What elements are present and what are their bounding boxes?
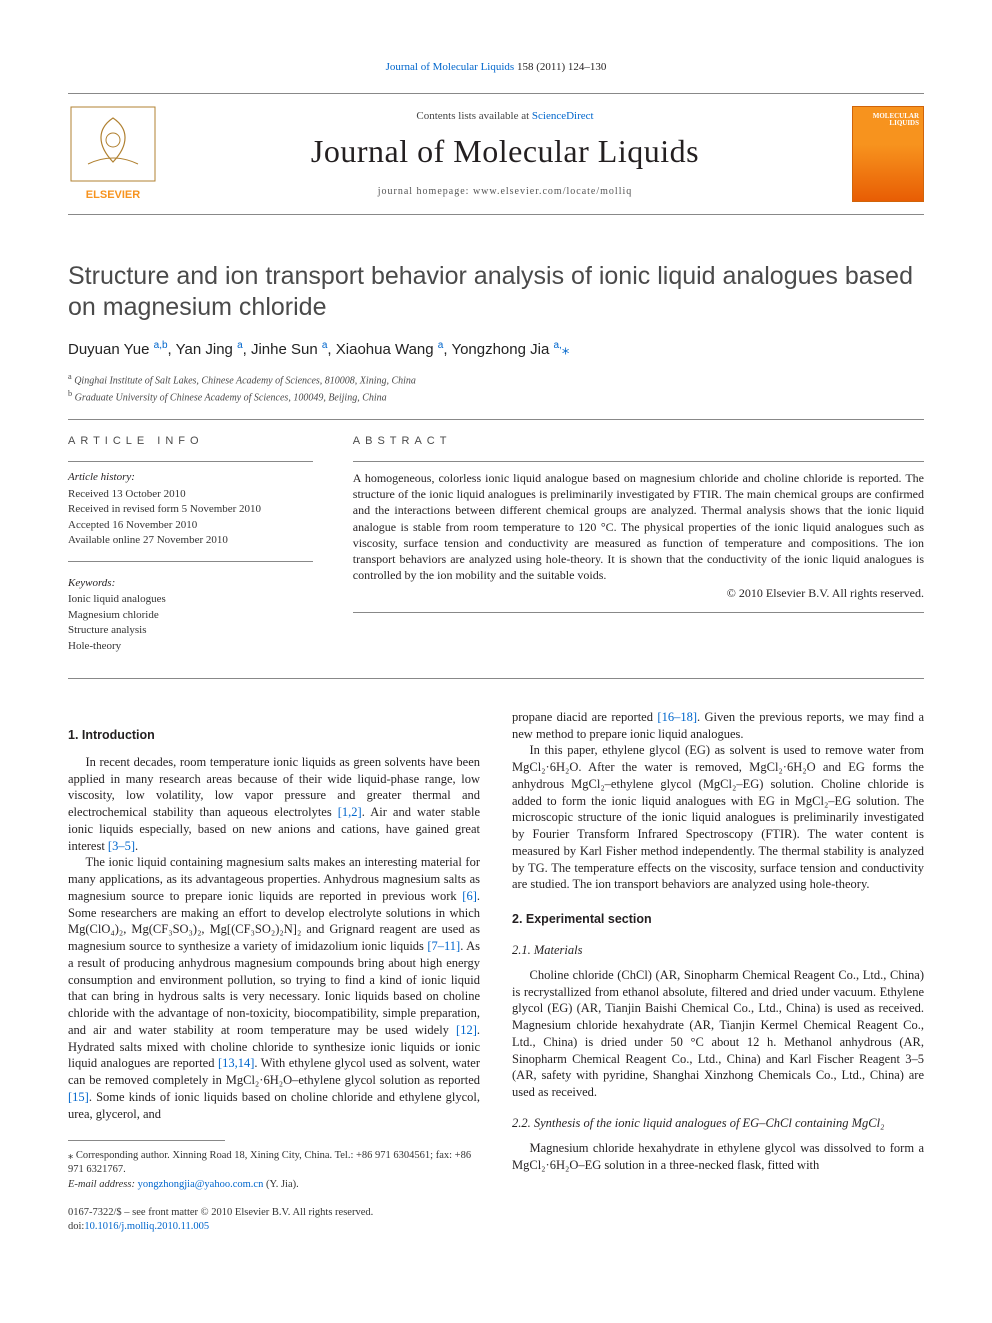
paragraph: In this paper, ethylene glycol (EG) as s… [512,742,924,893]
corresponding-author-link[interactable]: ⁎ [562,341,570,358]
history-item: Accepted 16 November 2010 [68,518,313,533]
affiliations: a Qinghai Institute of Salt Lakes, Chine… [68,371,924,406]
history-item: Available online 27 November 2010 [68,533,313,548]
sciencedirect-link[interactable]: ScienceDirect [532,110,594,122]
subsection-heading-synthesis: 2.2. Synthesis of the ionic liquid analo… [512,1115,924,1132]
ref-link[interactable]: [1,2] [338,805,362,819]
section-heading-intro: 1. Introduction [68,727,480,744]
top-citation: Journal of Molecular Liquids 158 (2011) … [68,60,924,75]
paragraph: Choline chloride (ChCl) (AR, Sinopharm C… [512,967,924,1101]
paragraph: The ionic liquid containing magnesium sa… [68,854,480,1122]
front-matter: 0167-7322/$ – see front matter © 2010 El… [68,1206,480,1220]
elsevier-logo: ELSEVIER [68,104,158,204]
author: Duyuan Yue a,b [68,341,168,358]
top-journal-link[interactable]: Journal of Molecular Liquids [386,61,515,73]
divider [68,461,313,462]
email-link[interactable]: yongzhongjia@yahoo.com.cn [138,1179,264,1190]
paragraph: Magnesium chloride hexahydrate in ethyle… [512,1140,924,1174]
history-item: Received 13 October 2010 [68,487,313,502]
contents-line: Contents lists available at ScienceDirec… [176,109,834,124]
masthead: ELSEVIER Contents lists available at Sci… [68,93,924,215]
divider [68,419,924,420]
ref-link[interactable]: [12] [456,1023,477,1037]
ref-link[interactable]: [16–18] [657,710,697,724]
body-columns: 1. Introduction In recent decades, room … [68,709,924,1234]
subsection-heading-materials: 2.1. Materials [512,942,924,959]
keyword: Ionic liquid analogues [68,592,313,607]
keyword: Structure analysis [68,623,313,638]
author: Yongzhong Jia a,⁎ [451,341,569,358]
ref-link[interactable]: [15] [68,1090,89,1104]
author: Xiaohua Wang a [336,341,444,358]
keyword: Magnesium chloride [68,608,313,623]
article-info-heading: ARTICLE INFO [68,434,313,449]
ref-link[interactable]: [3–5] [108,839,135,853]
ref-link[interactable]: [13,14] [218,1056,254,1070]
top-cite: 158 (2011) 124–130 [517,61,606,73]
author-list: Duyuan Yue a,b, Yan Jing a, Jinhe Sun a,… [68,339,924,360]
ref-link[interactable]: [7–11] [427,939,460,953]
doi-link[interactable]: 10.1016/j.molliq.2010.11.005 [84,1221,209,1232]
divider [353,461,924,462]
author: Yan Jing a [176,341,243,358]
copyright: © 2010 Elsevier B.V. All rights reserved… [353,585,924,601]
history-item: Received in revised form 5 November 2010 [68,502,313,517]
keyword: Hole-theory [68,639,313,654]
journal-cover-thumb: MOLECULAR LIQUIDS [852,106,924,202]
ref-link[interactable]: [6] [462,889,477,903]
doi-line: doi:10.1016/j.molliq.2010.11.005 [68,1220,480,1234]
paragraph: In recent decades, room temperature ioni… [68,754,480,855]
divider [68,561,313,562]
divider [68,678,924,679]
elsevier-wordmark: ELSEVIER [86,189,140,201]
corresponding-note: ⁎ Corresponding author. Xinning Road 18,… [68,1149,480,1177]
divider [353,612,924,613]
section-heading-experimental: 2. Experimental section [512,911,924,928]
journal-title: Journal of Molecular Liquids [176,130,834,173]
history-heading: Article history: [68,470,313,485]
footnote-rule [68,1140,225,1141]
author: Jinhe Sun a [251,341,327,358]
email-line: E-mail address: yongzhongjia@yahoo.com.c… [68,1178,480,1192]
paragraph: propane diacid are reported [16–18]. Giv… [512,709,924,743]
article-title: Structure and ion transport behavior ana… [68,261,924,324]
keywords-heading: Keywords: [68,576,313,591]
abstract-text: A homogeneous, colorless ionic liquid an… [353,470,924,583]
homepage-line: journal homepage: www.elsevier.com/locat… [176,185,834,199]
homepage-url: www.elsevier.com/locate/molliq [473,186,632,197]
abstract-heading: ABSTRACT [353,434,924,449]
